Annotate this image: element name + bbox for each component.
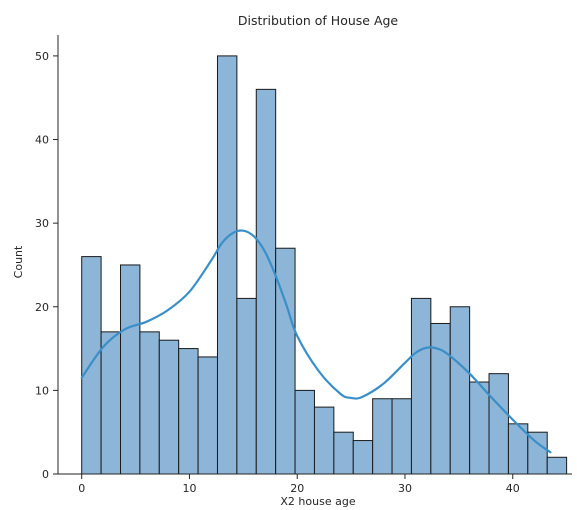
- y-tick-label: 50: [35, 50, 49, 63]
- x-axis-label: X2 house age: [280, 495, 355, 508]
- histogram-bar: [81, 256, 102, 475]
- histogram-bar: [294, 389, 315, 475]
- histogram-bar: [158, 339, 180, 475]
- x-tick-label: 0: [78, 482, 85, 495]
- y-tick-label: 10: [35, 384, 49, 397]
- y-tick-label: 30: [35, 217, 49, 230]
- histogram-bar: [391, 398, 412, 475]
- histogram-bar: [139, 331, 160, 475]
- y-ticks: 0 10 20 30 40 50: [35, 50, 58, 481]
- histogram-bar: [119, 264, 141, 475]
- y-tick-label: 20: [35, 301, 49, 314]
- histogram-bar: [216, 55, 238, 475]
- x-tick-label: 20: [290, 482, 304, 495]
- x-tick-label: 40: [506, 482, 520, 495]
- histogram-bar: [372, 398, 393, 475]
- y-tick-label: 0: [42, 468, 49, 481]
- histogram-bar: [449, 306, 471, 475]
- histogram-bar: [352, 440, 374, 475]
- y-tick-label: 40: [35, 134, 49, 147]
- histogram-bar: [197, 356, 218, 475]
- histogram-bar: [546, 456, 568, 475]
- histogram-bar: [100, 331, 121, 475]
- kde-curve: [80, 229, 552, 454]
- histogram-bar: [178, 348, 199, 475]
- chart-title: Distribution of House Age: [238, 13, 399, 28]
- histogram-bar: [410, 297, 432, 475]
- histogram-bar: [255, 88, 277, 475]
- histogram-bar: [313, 406, 335, 475]
- x-ticks: 0 10 20 30 40: [78, 474, 520, 495]
- histogram-bar: [236, 297, 257, 475]
- x-tick-label: 10: [182, 482, 196, 495]
- x-tick-label: 30: [398, 482, 412, 495]
- y-axis-label: Count: [12, 245, 25, 278]
- bars-group: [81, 55, 568, 475]
- histogram-bar: [469, 381, 490, 475]
- histogram-bar: [333, 431, 354, 475]
- histogram-bar: [430, 322, 451, 475]
- histogram-bar: [488, 373, 509, 475]
